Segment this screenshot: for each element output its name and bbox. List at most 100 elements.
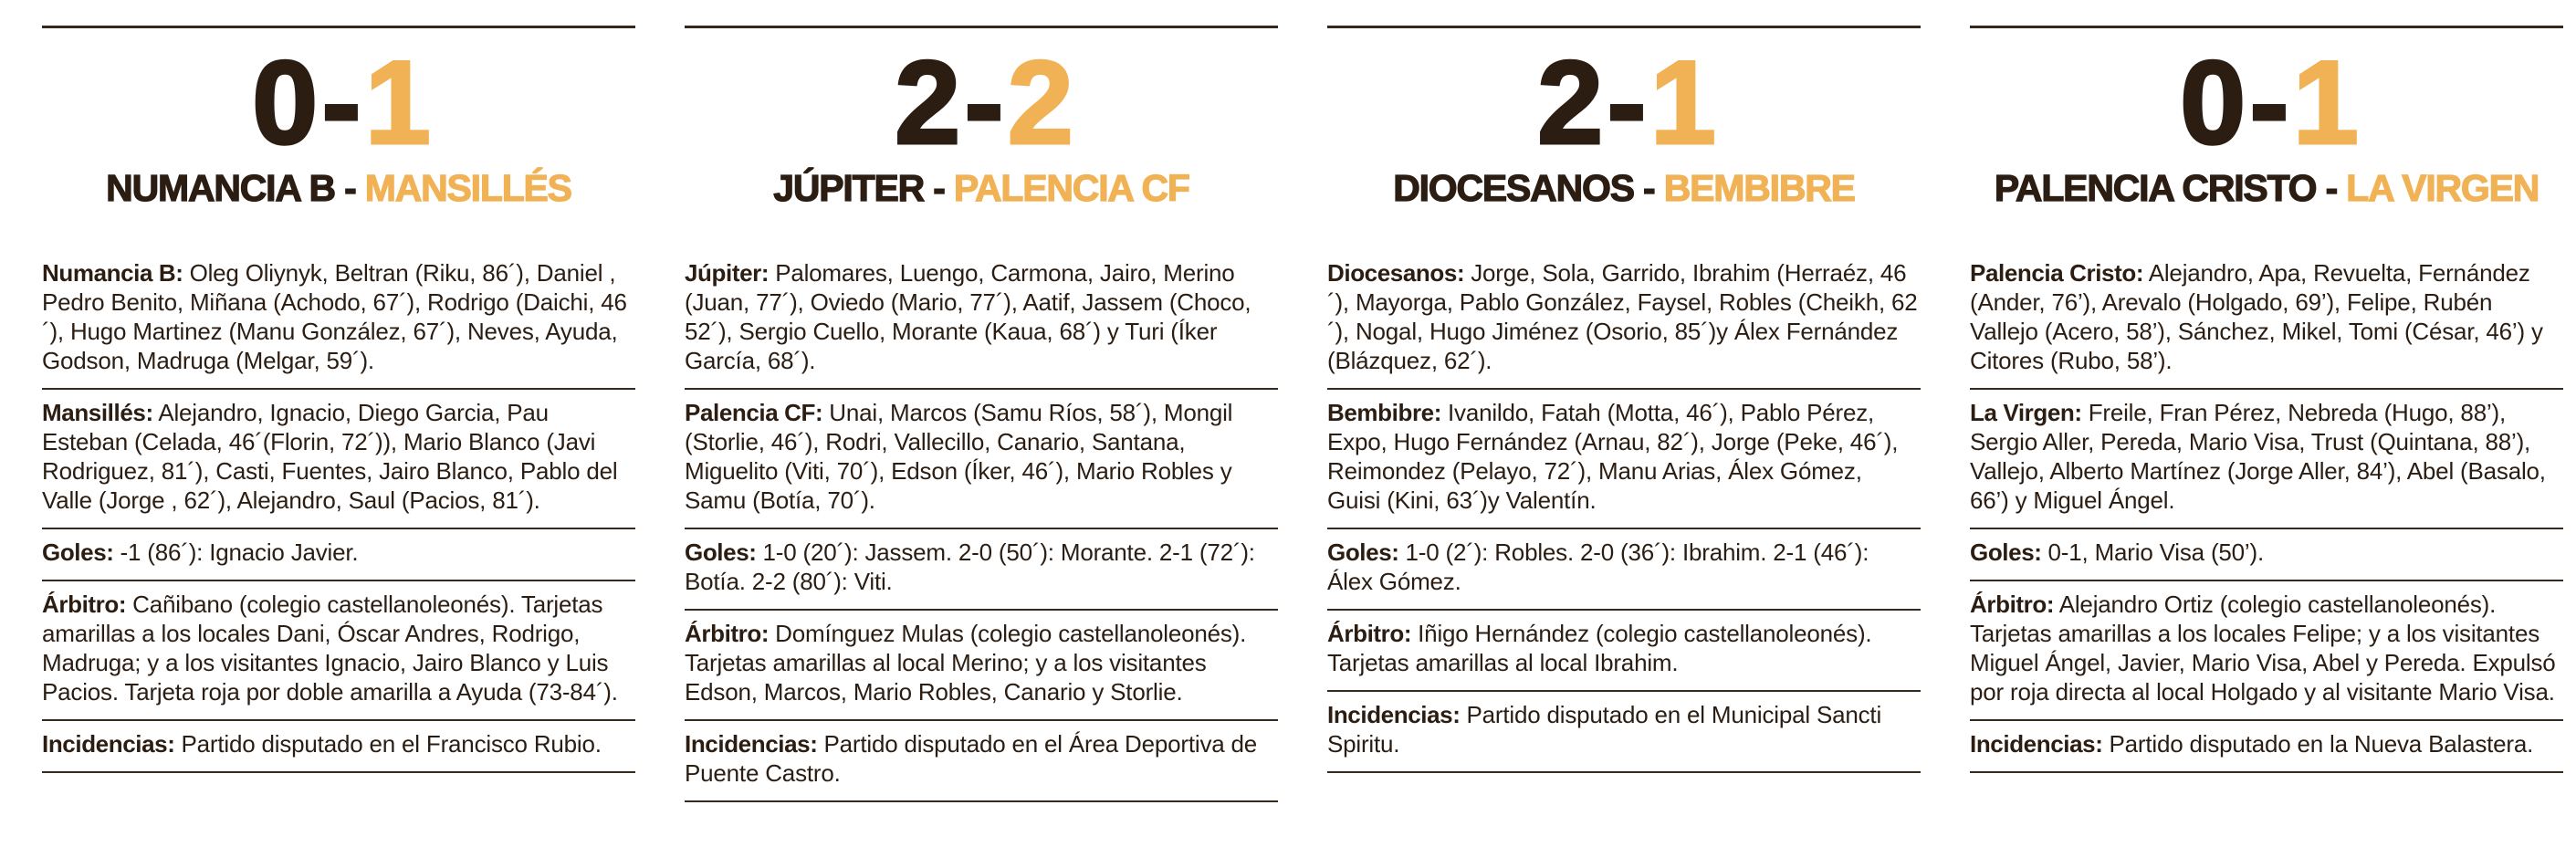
section-text: Jorge, Sola, Garrido, Ibrahim (Herraéz, … — [1327, 258, 1918, 374]
section-text: Freile, Fran Pérez, Nebreda (Hugo, 88’),… — [1970, 398, 2546, 514]
column-top-rule — [1970, 26, 2563, 28]
goals-section: Goles: 1-0 (20´): Jassem. 2-0 (50´): Mor… — [685, 529, 1278, 611]
score-separator: - — [1606, 36, 1648, 169]
section-text: Partido disputado en el Francisco Rubio. — [181, 729, 602, 758]
match-card: 2-2 JÚPITER - PALENCIA CF Júpiter: Palom… — [685, 26, 1278, 847]
score-separator: - — [320, 36, 362, 169]
title-separator: - — [343, 166, 357, 209]
section-label: Goles: — [685, 538, 757, 566]
section-text: Partido disputado en el Municipal Sancti… — [1327, 700, 1882, 758]
section-text: Alejandro, Ignacio, Diego Garcia, Pau Es… — [42, 398, 618, 514]
section-text: Palomares, Luengo, Carmona, Jairo, Merin… — [685, 258, 1251, 374]
score: 0-1 — [42, 42, 635, 163]
match-details: Numancia B: Oleg Oliynyk, Beltran (Riku,… — [42, 250, 635, 773]
match-title: NUMANCIA B - MANSILLÉS — [42, 166, 635, 209]
section-text: Partido disputado en el Área Deportiva d… — [685, 729, 1258, 787]
goals-section: Goles: 1-0 (2´): Robles. 2-0 (36´): Ibra… — [1327, 529, 1921, 611]
away-lineup-section: Bembibre: Ivanildo, Fatah (Motta, 46´), … — [1327, 390, 1921, 529]
away-team-name: PALENCIA CF — [953, 166, 1190, 209]
match-card: 2-1 DIOCESANOS - BEMBIBRE Diocesanos: Jo… — [1327, 26, 1921, 847]
referee-section: Árbitro: Alejandro Ortiz (colegio castel… — [1970, 581, 2563, 721]
section-text: 1-0 (2´): Robles. 2-0 (36´): Ibrahim. 2-… — [1327, 538, 1869, 595]
incidents-section: Incidencias: Partido disputado en el Fra… — [42, 721, 635, 773]
score-home: 0 — [2179, 36, 2247, 169]
home-team-name: NUMANCIA B — [106, 166, 337, 209]
home-lineup-section: Numancia B: Oleg Oliynyk, Beltran (Riku,… — [42, 250, 635, 390]
home-lineup-section: Júpiter: Palomares, Luengo, Carmona, Jai… — [685, 250, 1278, 390]
section-label: Goles: — [1970, 538, 2042, 566]
column-top-rule — [685, 26, 1278, 28]
title-separator: - — [2325, 166, 2339, 209]
goals-section: Goles: -1 (86´): Ignacio Javier. — [42, 529, 635, 581]
section-label: Árbitro: — [1327, 619, 1412, 647]
section-label: Incidencias: — [1970, 729, 2103, 758]
score-home: 2 — [894, 36, 962, 169]
incidents-section: Incidencias: Partido disputado en la Nue… — [1970, 721, 2563, 773]
goals-section: Goles: 0-1, Mario Visa (50’). — [1970, 529, 2563, 581]
section-label: Diocesanos: — [1327, 258, 1465, 287]
away-team-name: LA VIRGEN — [2346, 166, 2540, 209]
match-details: Diocesanos: Jorge, Sola, Garrido, Ibrahi… — [1327, 250, 1921, 773]
section-text: Partido disputado en la Nueva Balastera. — [2109, 729, 2534, 758]
away-lineup-section: Palencia CF: Unai, Marcos (Samu Ríos, 58… — [685, 390, 1278, 529]
section-label: Bembibre: — [1327, 398, 1441, 426]
section-label: Goles: — [42, 538, 114, 566]
section-text: Oleg Oliynyk, Beltran (Riku, 86´), Danie… — [42, 258, 627, 374]
score-away: 2 — [1006, 36, 1074, 169]
section-text: Alejandro Ortiz (colegio castellanoleoné… — [1970, 590, 2556, 706]
score: 2-1 — [1327, 42, 1921, 163]
referee-section: Árbitro: Iñigo Hernández (colegio castel… — [1327, 611, 1921, 692]
home-lineup-section: Palencia Cristo: Alejandro, Apa, Revuelt… — [1970, 250, 2563, 390]
score: 2-2 — [685, 42, 1278, 163]
section-label: Mansillés: — [42, 398, 153, 426]
score-away: 1 — [363, 36, 432, 169]
home-team-name: PALENCIA CRISTO — [1994, 166, 2318, 209]
section-label: Incidencias: — [1327, 700, 1461, 728]
score-separator: - — [963, 36, 1005, 169]
incidents-section: Incidencias: Partido disputado en el Mun… — [1327, 692, 1921, 773]
home-team-name: JÚPITER — [773, 166, 926, 209]
match-title: PALENCIA CRISTO - LA VIRGEN — [1970, 166, 2563, 209]
section-label: Árbitro: — [42, 590, 127, 618]
away-lineup-section: Mansillés: Alejandro, Ignacio, Diego Gar… — [42, 390, 635, 529]
section-label: Palencia Cristo: — [1970, 258, 2144, 287]
section-text: Iñigo Hernández (colegio castellanoleoné… — [1327, 619, 1872, 676]
score-away: 1 — [1649, 36, 1717, 169]
section-label: Palencia CF: — [685, 398, 823, 426]
section-text: 1-0 (20´): Jassem. 2-0 (50´): Morante. 2… — [685, 538, 1255, 595]
referee-section: Árbitro: Domínguez Mulas (colegio castel… — [685, 611, 1278, 721]
match-details: Palencia Cristo: Alejandro, Apa, Revuelt… — [1970, 250, 2563, 773]
section-text: Alejandro, Apa, Revuelta, Fernández (And… — [1970, 258, 2543, 374]
column-top-rule — [1327, 26, 1921, 28]
match-card: 0-1 NUMANCIA B - MANSILLÉS Numancia B: O… — [42, 26, 635, 847]
away-team-name: BEMBIBRE — [1663, 166, 1856, 209]
section-text: Ivanildo, Fatah (Motta, 46´), Pablo Pére… — [1327, 398, 1899, 514]
section-text: Unai, Marcos (Samu Ríos, 58´), Mongil (S… — [685, 398, 1233, 514]
section-text: -1 (86´): Ignacio Javier. — [120, 538, 359, 566]
section-label: Incidencias: — [42, 729, 175, 758]
match-card: 0 -1 PALENCIA CRISTO - LA VIRGEN Palencia… — [1970, 26, 2563, 847]
match-title: DIOCESANOS - BEMBIBRE — [1327, 166, 1921, 209]
column-top-rule — [42, 26, 635, 28]
score-home: 2 — [1536, 36, 1605, 169]
referee-section: Árbitro: Cañibano (colegio castellanoleo… — [42, 581, 635, 721]
section-label: Júpiter: — [685, 258, 770, 287]
section-label: Numancia B: — [42, 258, 183, 287]
home-lineup-section: Diocesanos: Jorge, Sola, Garrido, Ibrahi… — [1327, 250, 1921, 390]
section-label: La Virgen: — [1970, 398, 2082, 426]
section-label: Goles: — [1327, 538, 1399, 566]
home-team-name: DIOCESANOS — [1393, 166, 1636, 209]
away-lineup-section: La Virgen: Freile, Fran Pérez, Nebreda (… — [1970, 390, 2563, 529]
title-separator: - — [1642, 166, 1656, 209]
title-separator: - — [933, 166, 947, 209]
section-label: Incidencias: — [685, 729, 818, 758]
away-team-name: MANSILLÉS — [364, 166, 572, 209]
match-title: JÚPITER - PALENCIA CF — [685, 166, 1278, 209]
section-text: 0-1, Mario Visa (50’). — [2047, 538, 2265, 566]
section-label: Árbitro: — [1970, 590, 2055, 618]
score-away: 1 — [2291, 36, 2360, 169]
section-label: Árbitro: — [685, 619, 770, 647]
section-text: Cañibano (colegio castellanoleonés). Tar… — [42, 590, 618, 706]
